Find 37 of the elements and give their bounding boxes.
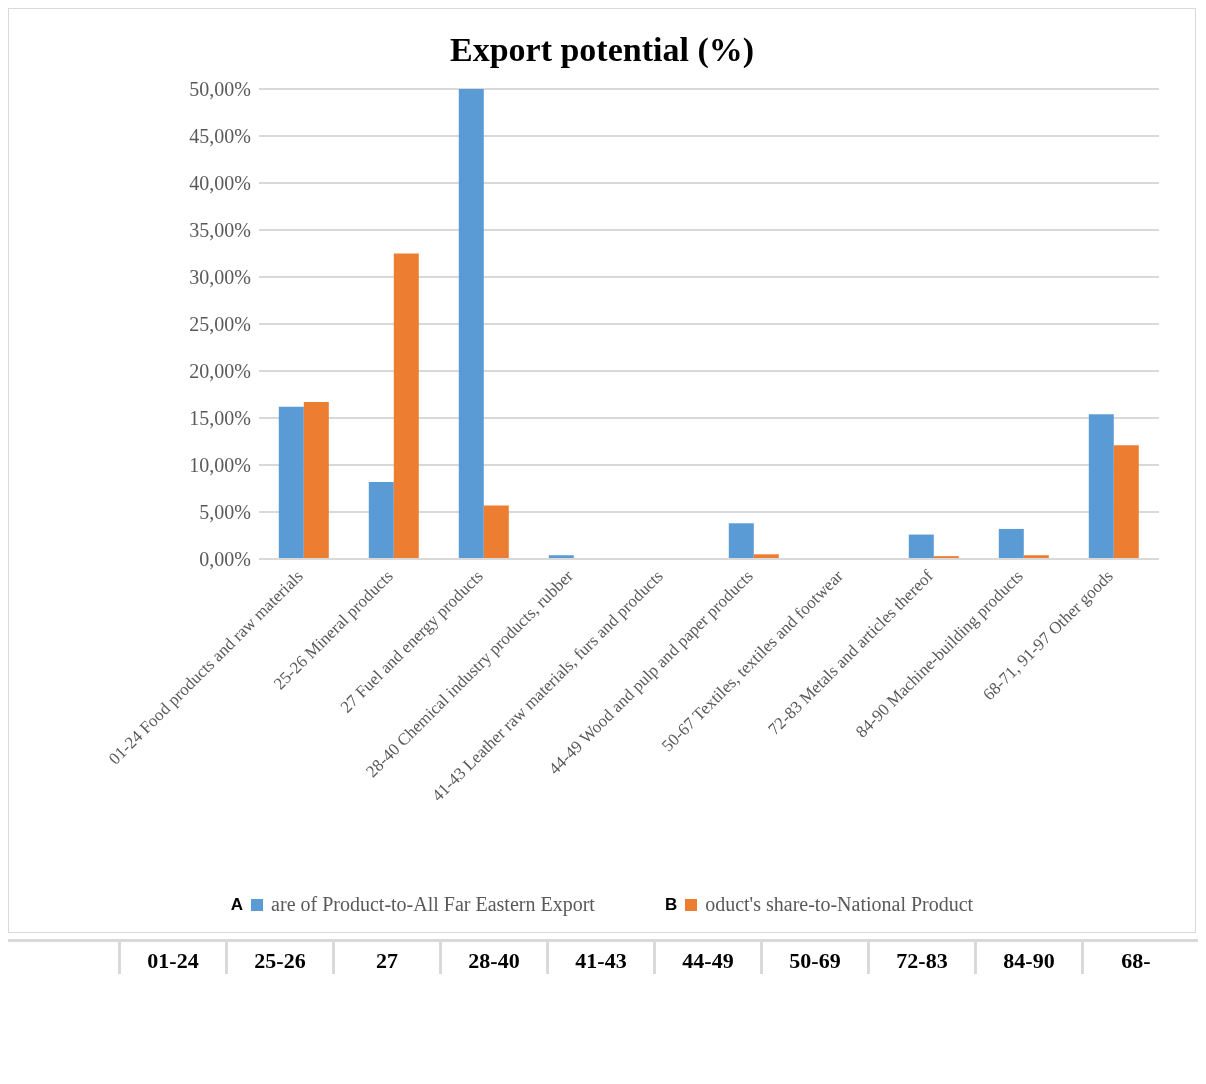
text: 27 <box>332 942 439 974</box>
legend-label: oduct's share-to-National Product <box>705 893 974 916</box>
y-tick-label: 45,00% <box>189 125 251 148</box>
y-tick-label: 40,00% <box>189 172 251 195</box>
text: 50-69 <box>760 942 867 974</box>
text: B <box>664 894 678 915</box>
text: 01-24 <box>118 942 225 974</box>
bar <box>368 481 394 559</box>
y-tick-label: 30,00% <box>189 266 251 289</box>
legend-label: are of Product-to-All Far Eastern Export <box>271 893 595 916</box>
bar <box>458 89 484 559</box>
text: 44-49 <box>653 942 760 974</box>
text: 28-40 <box>439 942 546 974</box>
text: 41-43 <box>546 942 653 974</box>
y-tick-label: 15,00% <box>189 407 251 430</box>
text: 84-90 <box>974 942 1081 974</box>
chart-title: Export potential (%) <box>448 31 756 69</box>
y-tick-label: 35,00% <box>189 219 251 242</box>
y-tick-label: 25,00% <box>189 313 251 336</box>
bar <box>1088 414 1114 559</box>
y-tick-label: 5,00% <box>199 501 251 524</box>
bar <box>1113 445 1139 559</box>
bar <box>303 402 329 559</box>
bar <box>483 505 509 559</box>
bar <box>998 528 1024 559</box>
y-tick-label: 0,00% <box>199 548 251 571</box>
bar <box>728 523 754 559</box>
y-tick-label: 50,00% <box>189 78 251 101</box>
y-tick-label: 10,00% <box>189 454 251 477</box>
bar <box>278 406 304 559</box>
bar <box>393 253 419 559</box>
y-tick-label: 20,00% <box>189 360 251 383</box>
text: 72-83 <box>867 942 974 974</box>
text: A <box>230 894 244 915</box>
bar <box>908 534 934 559</box>
text: 25-26 <box>225 942 332 974</box>
text: 68- <box>1081 942 1188 974</box>
